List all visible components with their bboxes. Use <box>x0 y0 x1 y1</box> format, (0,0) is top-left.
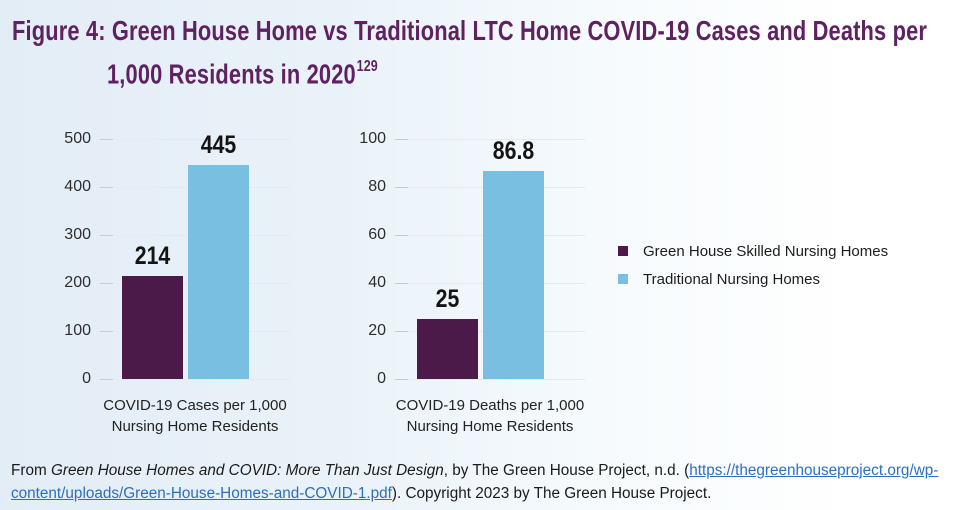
chart-covid-deaths: 0 20 40 60 80 100 25 86.8 COVID-19 Deaths per … <box>350 127 595 442</box>
figure-title-line1: Figure 4: Green House Home vs Traditiona… <box>12 12 962 50</box>
y-tick-label: 500 <box>64 130 91 147</box>
citation-suffix: ). Copyright 2023 by The Green House Pro… <box>391 485 712 502</box>
legend-label-green-house: Green House Skilled Nursing Homes <box>643 242 889 260</box>
x-axis-label-line1: COVID-19 Cases per 1,000 <box>103 397 287 414</box>
figure-title-line2-text: 1,000 Residents in 2020 <box>107 58 356 90</box>
gridline <box>100 139 290 140</box>
legend-label-traditional: Traditional Nursing Homes <box>643 270 821 288</box>
citation: From Green House Homes and COVID: More T… <box>11 459 963 505</box>
x-axis-label-line2: Nursing Home Residents <box>111 418 279 435</box>
bar-green_house <box>417 319 478 379</box>
y-tick-label: 0 <box>82 370 91 387</box>
citation-prefix: From <box>11 462 51 479</box>
bar-value-label: 25 <box>435 285 460 313</box>
y-tick-label: 40 <box>368 274 386 291</box>
bar-traditional <box>483 170 544 379</box>
y-tick-label: 60 <box>368 226 386 243</box>
plot-area-cases: 214 445 <box>100 131 290 380</box>
y-axis-ticks: 0 20 40 60 80 100 <box>350 130 386 387</box>
y-tick-label: 100 <box>64 322 91 339</box>
legend: Green House Skilled Nursing Homes Tradit… <box>618 242 888 298</box>
chart-covid-cases: 0 100 200 300 400 500 214 445 COVID-19 Cases p… <box>55 127 300 442</box>
citation-mid: , by The Green House Project, n.d. ( <box>443 462 690 479</box>
footnote-marker: 129 <box>356 58 378 75</box>
figure-title-line1-text: Figure 4: Green House Home vs Traditiona… <box>12 15 928 46</box>
citation-link[interactable]: https://thegreenhouseproject.org/wp- <box>689 462 939 479</box>
y-tick-label: 300 <box>64 226 91 243</box>
citation-link[interactable]: content/uploads/Green-House-Homes-and-CO… <box>11 485 392 502</box>
bar-traditional <box>188 165 249 379</box>
legend-swatch-traditional <box>618 274 628 284</box>
y-tick-label: 100 <box>359 130 386 147</box>
legend-item-traditional: Traditional Nursing Homes <box>618 270 888 288</box>
x-axis-label-deaths: COVID-19 Deaths per 1,000 Nursing Home R… <box>390 395 590 437</box>
legend-swatch-green-house <box>618 246 628 256</box>
y-tick-label: 20 <box>368 322 386 339</box>
figure-title: Figure 4: Green House Home vs Traditiona… <box>12 12 962 90</box>
y-tick-label: 400 <box>64 178 91 195</box>
bar-value-label: 86.8 <box>492 136 535 165</box>
y-tick-label: 0 <box>377 370 386 387</box>
legend-item-green-house: Green House Skilled Nursing Homes <box>618 242 888 260</box>
citation-source-title: Green House Homes and COVID: More Than J… <box>50 462 444 479</box>
figure-title-line2: 1,000 Residents in 2020129 <box>107 50 962 90</box>
x-axis-label-line1: COVID-19 Deaths per 1,000 <box>395 397 585 414</box>
y-tick-label: 80 <box>368 178 386 195</box>
y-axis-ticks: 0 100 200 300 400 500 <box>55 130 91 387</box>
x-axis-label-cases: COVID-19 Cases per 1,000 Nursing Home Re… <box>95 395 295 437</box>
bar-green_house <box>122 276 183 379</box>
gridline <box>395 139 585 140</box>
gridline <box>100 379 290 380</box>
y-tick-label: 200 <box>64 274 91 291</box>
bar-value-label: 214 <box>134 242 171 271</box>
citation-line1: From Green House Homes and COVID: More T… <box>11 459 963 482</box>
gridline <box>395 379 585 380</box>
bar-value-label: 445 <box>200 131 237 160</box>
x-axis-label-line2: Nursing Home Residents <box>406 418 574 435</box>
plot-area-deaths: 25 86.8 <box>395 136 585 380</box>
citation-line2: content/uploads/Green-House-Homes-and-CO… <box>11 482 963 505</box>
